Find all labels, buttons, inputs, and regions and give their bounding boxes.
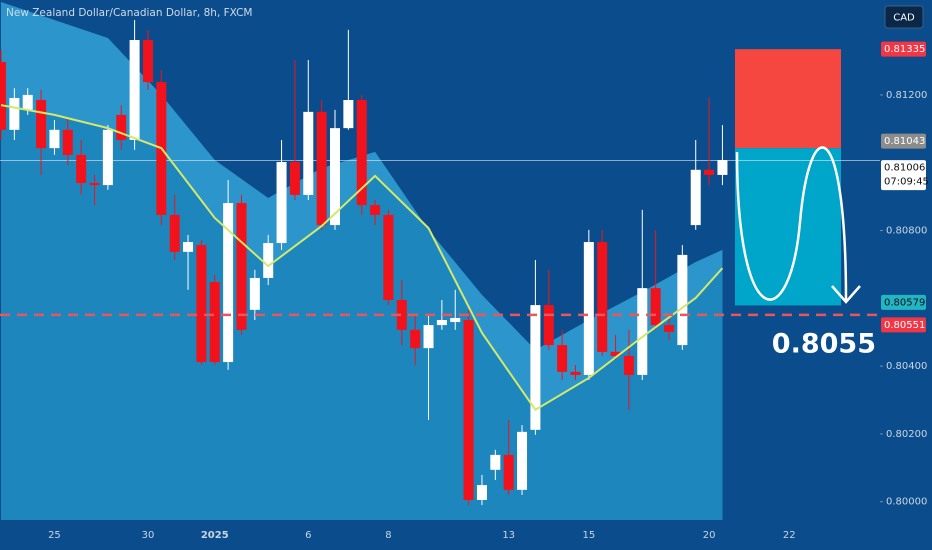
candle-body xyxy=(0,62,6,130)
candle-body xyxy=(89,183,100,186)
forecast-curve xyxy=(735,146,848,301)
candle-body xyxy=(196,245,207,363)
candle-body xyxy=(169,214,180,252)
candle-body xyxy=(490,454,501,470)
x-tick-label: 13 xyxy=(502,530,515,541)
candle-body xyxy=(383,214,394,300)
candle-body xyxy=(330,128,340,226)
x-tick-label: 2025 xyxy=(201,530,229,541)
price-label-box xyxy=(881,133,926,149)
x-tick-label: 15 xyxy=(582,530,595,541)
price-label: 0.80579 xyxy=(884,297,925,308)
candle-body xyxy=(263,243,274,278)
candle-body xyxy=(410,329,421,349)
candle-body xyxy=(517,431,528,490)
ma-line xyxy=(0,104,724,412)
candle-body xyxy=(102,129,113,186)
candle-body xyxy=(543,305,554,346)
candle-body xyxy=(637,288,648,375)
candle-body xyxy=(356,100,367,206)
price-label: 0.81006 xyxy=(884,163,925,174)
candle-body xyxy=(476,485,487,500)
x-tick-label: 8 xyxy=(385,530,391,541)
candle-body xyxy=(370,205,381,215)
price-label-box xyxy=(881,160,926,191)
candle-body xyxy=(463,320,474,500)
candle-body xyxy=(650,288,661,326)
x-tick-label: 30 xyxy=(142,530,155,541)
x-tick-label: 25 xyxy=(48,530,61,541)
candle-body xyxy=(503,454,514,490)
price-label-box xyxy=(881,41,926,57)
x-tick-label: 20 xyxy=(703,530,716,541)
candle-body xyxy=(610,351,621,356)
candle-body xyxy=(436,320,447,326)
ma-area xyxy=(1,105,723,520)
candle-body xyxy=(530,305,541,430)
x-tick-label: 6 xyxy=(305,530,311,541)
candle-body xyxy=(597,242,608,352)
candle-body xyxy=(116,114,127,140)
price-label: 0.81335 xyxy=(884,44,925,55)
candle-body xyxy=(690,169,701,226)
currency-button[interactable] xyxy=(884,5,924,29)
currency-label[interactable]: CAD xyxy=(893,13,915,24)
candle-body xyxy=(583,242,594,375)
candle-body xyxy=(289,162,300,195)
candle-body xyxy=(303,111,314,195)
candle-body xyxy=(396,300,407,330)
candle-body xyxy=(183,242,194,252)
candle-body xyxy=(76,154,87,184)
candle-body xyxy=(22,94,33,110)
stop-zone xyxy=(735,49,841,149)
candle-body xyxy=(316,111,327,226)
candle-body xyxy=(249,277,260,310)
y-tick-label: 0.81200 xyxy=(886,90,927,101)
candle-body xyxy=(343,100,354,129)
y-tick-label: 0.80800 xyxy=(886,226,927,237)
forecast-arrowhead xyxy=(831,285,861,304)
level-text: 0.8055 xyxy=(772,328,876,359)
price-label: 0.80551 xyxy=(884,320,925,331)
y-tick-label: 0.80200 xyxy=(886,429,927,440)
candle-body xyxy=(236,203,247,330)
candle-body xyxy=(209,282,220,363)
candle-body xyxy=(36,100,47,149)
candle-body xyxy=(623,355,634,375)
candle-body xyxy=(49,129,60,149)
price-label: 0.81043 xyxy=(884,136,925,147)
candle-body xyxy=(664,325,674,332)
candle-body xyxy=(557,345,568,372)
chart-title: New Zealand Dollar/Canadian Dollar, 8h, … xyxy=(6,7,252,19)
candle-body xyxy=(704,169,715,175)
candle-body xyxy=(677,254,688,346)
price-label-box xyxy=(881,294,926,310)
candle-body xyxy=(423,325,434,349)
countdown: 07:09:45 xyxy=(884,177,929,188)
candle-body xyxy=(142,40,153,83)
candle-body xyxy=(9,97,20,130)
candle-body xyxy=(129,40,140,140)
x-tick-label: 22 xyxy=(783,530,796,541)
candle-body xyxy=(223,203,234,363)
candle-body xyxy=(717,160,728,175)
y-tick-label: 0.80400 xyxy=(886,361,927,372)
y-tick-label: 0.80000 xyxy=(886,497,927,508)
candle-body xyxy=(62,129,73,155)
price-label-box xyxy=(881,317,926,333)
candle-body xyxy=(570,371,581,375)
candle-body xyxy=(450,317,461,323)
candle-body xyxy=(276,162,287,244)
